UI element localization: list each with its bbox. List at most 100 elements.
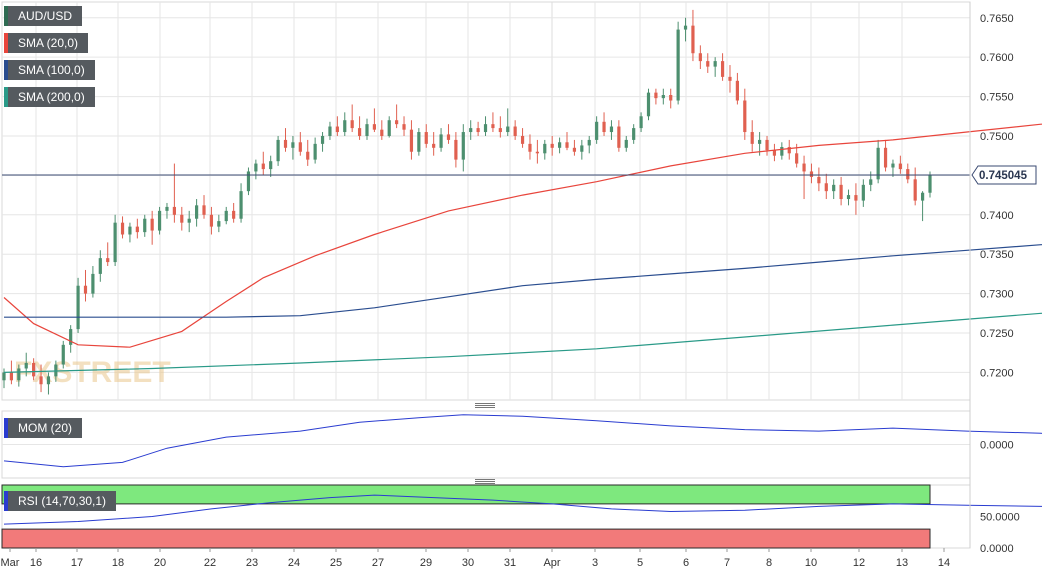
candle-body (417, 132, 421, 152)
last-price-tag (971, 165, 1037, 185)
candle-body (39, 376, 43, 385)
y-tick-label: 0.7350 (980, 249, 1014, 261)
candle-body (543, 143, 547, 154)
candle-body (735, 80, 739, 101)
candle-body (928, 175, 932, 193)
y-tick-label: 0.7550 (980, 92, 1014, 104)
candle-body (343, 120, 347, 133)
candle-body (469, 128, 473, 133)
candle-body (46, 376, 51, 385)
candle-body (283, 139, 288, 148)
candle-body (795, 153, 799, 164)
x-tick-label: 5 (637, 557, 643, 569)
candle-body (172, 206, 176, 215)
legend-mom[interactable]: MOM (20) (4, 418, 82, 438)
rsi-y-label: 50.0000 (980, 512, 1020, 524)
candle-body (720, 61, 725, 77)
candle-body (298, 142, 302, 152)
pane-resize-handle[interactable] (475, 403, 495, 408)
candle-body (817, 176, 821, 184)
candle-body (528, 143, 532, 152)
candle-body (802, 163, 806, 172)
candle-body (320, 135, 325, 144)
candle-body (624, 139, 628, 148)
candle-body (676, 29, 680, 101)
candle-body (387, 120, 391, 136)
candle-body (24, 362, 28, 369)
candle-body (9, 372, 14, 381)
candle-body (328, 126, 332, 136)
grid (1, 1, 971, 549)
candle-body (439, 134, 443, 148)
x-tick-label: 29 (420, 557, 432, 569)
candle-body (587, 139, 591, 146)
legend-rsi[interactable]: RSI (14,70,30,1) (4, 491, 117, 511)
indicators (1, 414, 1042, 549)
candle-body (76, 285, 80, 330)
candle-body (187, 218, 191, 223)
legend-sma100[interactable]: SMA (100,0) (4, 60, 95, 80)
mom-line (3, 414, 1042, 468)
candle-body (424, 132, 428, 144)
x-tick-label: 18 (112, 557, 124, 569)
legend-sma20[interactable]: SMA (20,0) (4, 33, 89, 53)
candle-body (683, 25, 688, 30)
candle-body (809, 171, 814, 177)
candle-body (765, 139, 769, 151)
candle-body (758, 139, 762, 144)
candle-body (446, 134, 451, 140)
candle-body (558, 142, 562, 148)
x-tick-label: 10 (805, 557, 817, 569)
candle-body (372, 124, 376, 130)
x-tick-label: 31 (504, 557, 516, 569)
candle-body (395, 120, 399, 125)
candle-body (365, 124, 369, 136)
candle-body (883, 147, 888, 168)
candle-body (135, 226, 139, 233)
candle-body (654, 92, 658, 99)
x-tick-label: 23 (246, 557, 258, 569)
candle-body (661, 94, 665, 99)
candle-body (335, 126, 339, 133)
x-tick-label: 6 (683, 557, 689, 569)
candle-body (691, 25, 695, 54)
last-price-label: 0.745045 (979, 170, 1028, 182)
candle-body (246, 171, 251, 192)
candle-body (491, 124, 495, 129)
candle-body (861, 184, 865, 201)
x-tick-label: 12 (853, 557, 865, 569)
candle-body (306, 151, 310, 160)
candle-body (706, 61, 710, 67)
y-tick-label: 0.7600 (980, 52, 1014, 64)
candle-body (891, 163, 895, 168)
candle-body (461, 132, 465, 160)
candle-body (106, 258, 110, 263)
candle-body (313, 143, 317, 160)
candle-body (261, 163, 265, 170)
legend-pair[interactable]: AUD/USD (4, 6, 83, 26)
candle-body (476, 128, 480, 133)
candle-body (898, 163, 902, 170)
rsi-overbought-zone (1, 484, 931, 505)
candle-body (254, 163, 258, 172)
legend-sma200[interactable]: SMA (200,0) (4, 87, 95, 107)
candle-body (239, 191, 243, 219)
x-tick-label: 20 (154, 557, 166, 569)
axes: Mar 16 17 18 20 22 23 24 25 27 29 30 31 Apr 3 5 6 7 8 10 12 1… (1, 2, 1037, 569)
candle-body (180, 214, 184, 223)
y-tick-label: 0.7650 (980, 13, 1014, 25)
pane-resize-handle[interactable] (475, 479, 495, 484)
candle-body (357, 128, 362, 136)
x-tick-label: 3 (592, 557, 598, 569)
candle-body (276, 139, 280, 162)
candle-body (535, 151, 539, 154)
candle-body (380, 129, 384, 136)
candle-body (787, 147, 791, 154)
x-tick-label: 16 (30, 557, 42, 569)
rsi-oversold-zone (1, 528, 931, 549)
candle-body (454, 139, 458, 160)
y-tick-label: 0.7250 (980, 328, 1014, 340)
candle-body (698, 53, 702, 62)
candle-body (350, 120, 354, 129)
